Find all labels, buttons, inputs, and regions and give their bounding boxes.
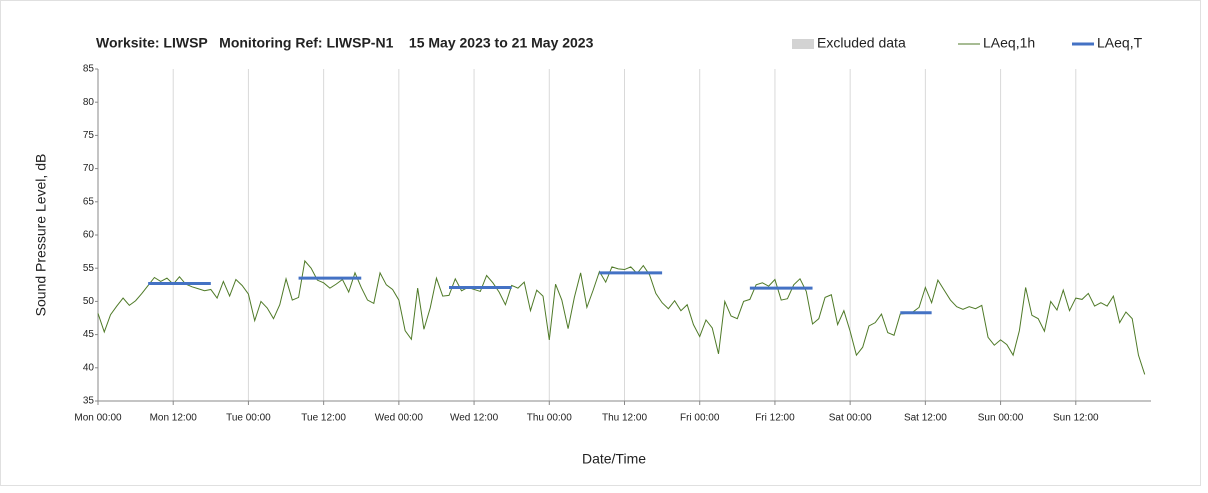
x-tick-label: Fri 12:00 [755,413,795,424]
x-tick-label: Sun 12:00 [1053,413,1099,424]
y-tick-label: 75 [83,130,95,141]
x-tick-label: Thu 00:00 [527,413,572,424]
x-tick-label: Tue 00:00 [226,413,271,424]
x-tick-label: Sat 00:00 [829,413,872,424]
x-tick-label: Sat 12:00 [904,413,947,424]
x-axis-label: Date/Time [582,451,646,467]
y-tick-label: 80 [83,97,95,108]
x-tick-label: Wed 00:00 [375,413,424,424]
y-tick-label: 85 [83,64,95,75]
y-tick-label: 35 [83,396,95,407]
x-tick-label: Tue 12:00 [301,413,346,424]
x-tick-label: Sun 00:00 [978,413,1024,424]
legend-swatch [792,39,814,49]
laeq-1h-line [97,259,1146,375]
y-tick-label: 40 [83,362,95,373]
legend-label: LAeq,1h [983,35,1035,51]
y-tick-label: 60 [83,230,95,241]
x-tick-label: Mon 12:00 [150,413,198,424]
legend-label: Excluded data [817,35,906,51]
y-axis-label: Sound Pressure Level, dB [33,154,49,317]
x-tick-label: Wed 12:00 [450,413,499,424]
y-tick-label: 50 [83,296,95,307]
chart-title: Worksite: LIWSP Monitoring Ref: LIWSP-N1… [96,35,594,51]
x-tick-label: Thu 12:00 [602,413,647,424]
x-tick-label: Mon 00:00 [74,413,122,424]
x-tick-label: Fri 00:00 [680,413,720,424]
y-tick-label: 70 [83,163,95,174]
y-tick-label: 55 [83,263,95,274]
y-tick-label: 45 [83,329,95,340]
y-tick-label: 65 [83,196,95,207]
legend-label: LAeq,T [1097,35,1143,51]
